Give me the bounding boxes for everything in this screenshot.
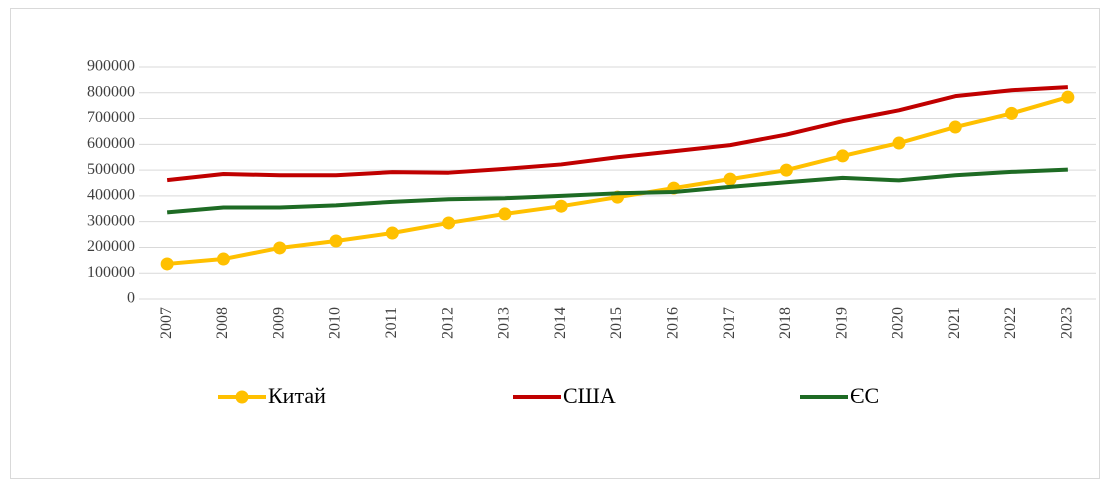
point — [1005, 106, 1019, 120]
point — [385, 226, 399, 240]
x-tick-label: 2021 — [946, 307, 963, 339]
legend-marker — [235, 390, 249, 404]
legend-label: США — [563, 383, 616, 408]
point — [273, 241, 287, 255]
y-tick-label: 300000 — [87, 212, 135, 229]
legend-label: ЄС — [850, 383, 879, 408]
series-line — [166, 167, 1068, 215]
y-tick-label: 700000 — [87, 109, 135, 126]
x-tick-label: 2015 — [608, 307, 625, 339]
y-tick-label: 400000 — [87, 187, 135, 204]
point — [498, 207, 512, 221]
y-tick-label: 500000 — [87, 161, 135, 178]
legend-label: Китай — [268, 383, 326, 408]
x-tick-label: 2018 — [777, 307, 794, 339]
x-tick-label: 2016 — [664, 307, 681, 339]
x-tick-label: 2007 — [158, 307, 175, 339]
point — [892, 136, 906, 150]
point — [779, 163, 793, 177]
x-tick-label: 2008 — [214, 307, 231, 339]
point — [836, 149, 850, 163]
point — [1061, 90, 1075, 104]
y-tick-label: 100000 — [87, 264, 135, 281]
x-tick-label: 2014 — [552, 307, 569, 339]
y-tick-label: 600000 — [87, 135, 135, 152]
point — [554, 199, 568, 213]
x-tick-label: 2019 — [833, 307, 850, 339]
x-tick-label: 2009 — [270, 307, 287, 339]
point — [442, 216, 456, 230]
x-tick-label: 2022 — [1002, 307, 1019, 339]
y-tick-label: 900000 — [87, 58, 135, 75]
x-tick-label: 2012 — [439, 307, 456, 339]
point — [329, 234, 343, 248]
point — [948, 120, 962, 134]
y-tick-label: 200000 — [87, 238, 135, 255]
x-tick-label: 2017 — [721, 307, 738, 339]
x-tick-label: 2013 — [496, 307, 513, 339]
series-line — [166, 95, 1069, 266]
point — [160, 257, 174, 271]
point — [216, 252, 230, 266]
x-tick-label: 2010 — [327, 307, 344, 339]
series-line — [166, 85, 1068, 183]
y-tick-label: 0 — [127, 290, 135, 307]
y-tick-label: 800000 — [87, 83, 135, 100]
point — [723, 172, 737, 186]
x-tick-label: 2011 — [383, 307, 400, 338]
x-tick-label: 2020 — [890, 307, 907, 339]
chart-border — [10, 8, 1100, 479]
x-tick-label: 2023 — [1059, 307, 1076, 339]
